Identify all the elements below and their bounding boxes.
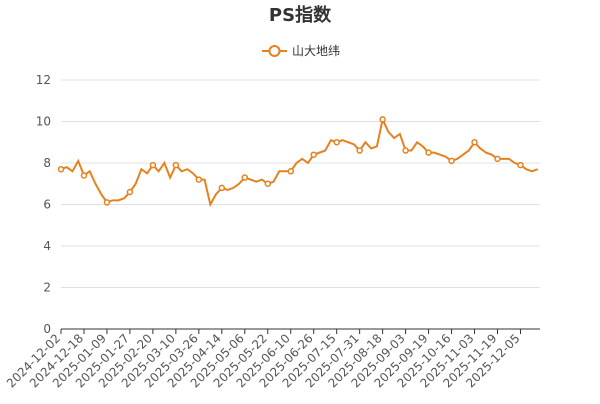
point	[103, 199, 111, 206]
legend-label: 山大地纬	[292, 44, 340, 58]
point	[264, 180, 272, 187]
point	[195, 176, 203, 183]
point	[126, 188, 134, 196]
y-tick-label: 8	[43, 156, 51, 170]
point	[425, 149, 432, 156]
point	[57, 165, 65, 173]
point	[241, 174, 249, 181]
line	[60, 116, 539, 208]
y-tick-label: 4	[43, 239, 51, 253]
y-tick-label: 2	[43, 281, 51, 295]
point	[448, 157, 455, 165]
point	[356, 147, 363, 154]
point	[402, 147, 409, 154]
point	[471, 139, 478, 146]
point	[333, 139, 340, 146]
legend-marker	[268, 45, 281, 57]
point	[310, 151, 317, 158]
point	[80, 172, 88, 179]
point	[218, 184, 226, 192]
point	[379, 116, 386, 123]
point	[517, 161, 524, 169]
point	[287, 168, 294, 175]
chart-title: PS指数	[269, 4, 332, 26]
y-tick-label: 12	[36, 73, 51, 87]
point	[172, 161, 180, 169]
y-tick-label: 10	[36, 115, 51, 129]
y-tick-label: 0	[43, 322, 51, 336]
y-tick-label: 6	[43, 198, 51, 212]
point	[149, 161, 157, 169]
point	[494, 155, 501, 163]
